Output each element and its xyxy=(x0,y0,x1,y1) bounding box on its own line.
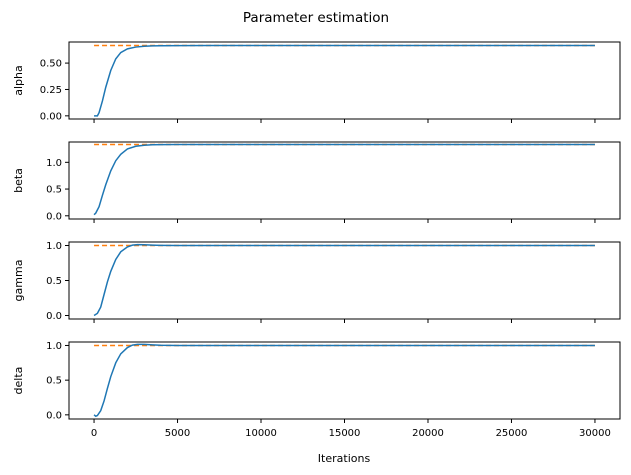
panel-alpha: 0.00 0.25 0.50 alpha xyxy=(12,41,621,123)
x-tick-label: 10000 xyxy=(245,428,277,439)
alpha-y-axis-label: alpha xyxy=(12,65,25,96)
x-tick-label: 15000 xyxy=(329,428,361,439)
delta-y-tick-label: 0.5 xyxy=(46,376,62,387)
chart-title: Parameter estimation xyxy=(243,10,389,26)
alpha-y-tick-label: 0.25 xyxy=(40,85,62,96)
beta-y-tick-label: 0.0 xyxy=(46,211,62,222)
alpha-estimate-line xyxy=(94,44,595,117)
gamma-estimate-line xyxy=(93,243,595,317)
alpha-axes-frame xyxy=(68,41,621,120)
panel-delta: 0.0 0.5 1.0 delta 0 5000 10000 15000 20000 25000 3… xyxy=(12,341,621,439)
beta-axes-frame xyxy=(68,141,621,220)
panel-gamma: 0.0 0.5 1.0 gamma xyxy=(12,241,621,323)
delta-y-tick-label: 1.0 xyxy=(46,341,62,352)
beta-estimate-line xyxy=(93,143,595,216)
gamma-y-axis-label: gamma xyxy=(12,260,25,302)
panel-beta: 0.0 0.5 1.0 beta xyxy=(12,141,621,223)
gamma-y-tick-label: 0.0 xyxy=(46,311,62,322)
delta-estimate-line xyxy=(93,343,595,418)
x-tick-label: 0 xyxy=(91,428,97,439)
beta-y-tick-label: 0.5 xyxy=(46,185,62,196)
alpha-y-tick-label: 0.00 xyxy=(40,111,62,122)
beta-y-axis-label: beta xyxy=(12,168,25,193)
beta-y-tick-label: 1.0 xyxy=(46,158,62,169)
gamma-axes-frame xyxy=(68,241,621,320)
x-tick-label: 25000 xyxy=(496,428,528,439)
delta-y-axis-label: delta xyxy=(12,367,25,395)
alpha-y-tick-label: 0.50 xyxy=(40,59,62,70)
x-tick-label: 5000 xyxy=(165,428,190,439)
x-tick-label: 30000 xyxy=(579,428,611,439)
gamma-y-tick-label: 0.5 xyxy=(46,276,62,287)
x-tick-label: 20000 xyxy=(412,428,444,439)
delta-y-tick-label: 0.0 xyxy=(46,410,62,421)
delta-axes-frame xyxy=(68,341,621,420)
gamma-y-tick-label: 1.0 xyxy=(46,241,62,252)
x-axis-label: Iterations xyxy=(318,452,371,465)
